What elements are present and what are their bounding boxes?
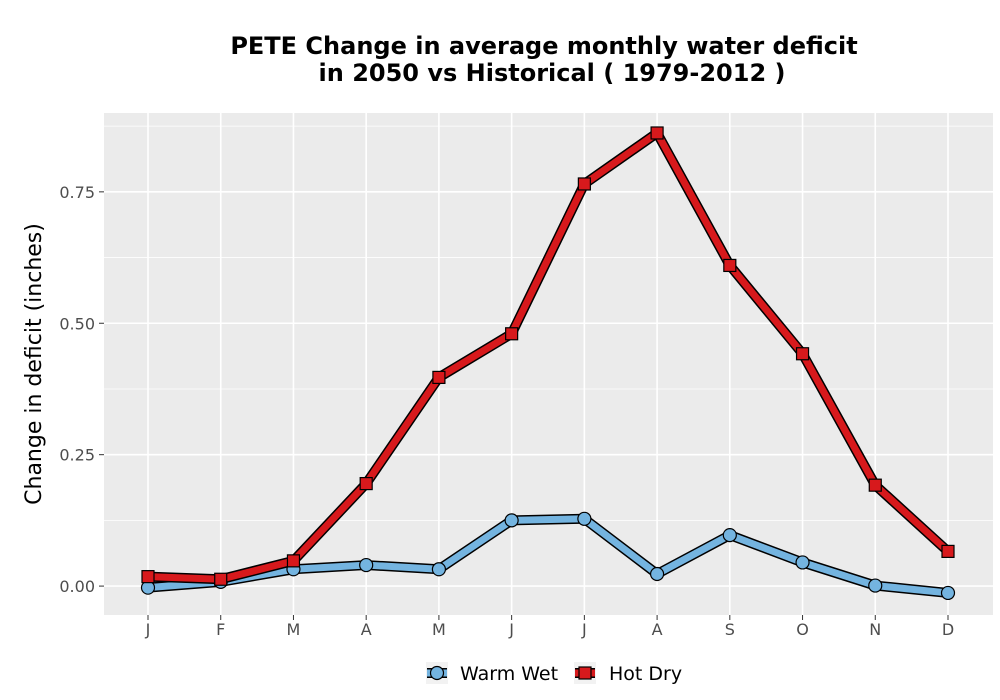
- hot-dry-point: [359, 476, 373, 491]
- legend-key-marker: [429, 665, 445, 681]
- warm-wet-point: [577, 511, 592, 526]
- x-tick-label: N: [869, 620, 881, 639]
- x-tick-label: A: [652, 620, 663, 639]
- legend-key-marker: [578, 666, 592, 680]
- warm-wet-point: [359, 557, 374, 573]
- warm-wet-point: [649, 566, 665, 582]
- hot-dry-point: [505, 327, 519, 341]
- x-tick-label: J: [145, 620, 151, 639]
- warm-wet-point: [795, 555, 810, 570]
- x-tick-label: J: [508, 620, 514, 639]
- hot-dry-point: [868, 478, 882, 492]
- legend-item-hot-dry: Hot Dry: [574, 662, 682, 685]
- warm-wet-point: [940, 585, 956, 601]
- chart-title-line1: PETE Change in average monthly water def…: [230, 32, 857, 60]
- x-tick-label: A: [361, 620, 372, 639]
- series-lines: [140, 126, 956, 601]
- y-tick-label: 0.50: [59, 314, 95, 333]
- y-tick-label: 0.25: [59, 446, 95, 465]
- hot-dry-point: [432, 370, 446, 385]
- x-tick-label: M: [287, 620, 301, 639]
- hot-dry-point: [214, 572, 228, 586]
- chart-title-line2: in 2050 vs Historical ( 1979-2012 ): [319, 59, 786, 87]
- hot-dry-point: [723, 258, 737, 273]
- x-tick-label: D: [942, 620, 954, 639]
- legend: Warm Wet Hot Dry: [426, 662, 682, 685]
- warm-wet-point: [504, 513, 519, 528]
- legend-item-warm-wet: Warm Wet: [426, 662, 558, 685]
- axes: 0.00 0.25 0.50 0.75 J F M A M J J A S O N D: [59, 183, 954, 639]
- hot-dry-point: [577, 177, 591, 191]
- x-tick-label: S: [725, 620, 735, 639]
- hot-dry-point: [795, 347, 810, 361]
- warm-wet-point: [431, 562, 447, 577]
- y-tick-label: 0.00: [59, 577, 95, 596]
- y-tick-label: 0.75: [59, 183, 95, 202]
- x-tick-label: J: [581, 620, 587, 639]
- warm-wet-point: [722, 528, 737, 543]
- x-tick-label: M: [432, 620, 446, 639]
- y-axis-title: Change in deficit (inches): [22, 223, 47, 505]
- legend-label: Hot Dry: [609, 663, 682, 685]
- hot-dry-point: [141, 570, 155, 584]
- hot-dry-line: [144, 129, 952, 583]
- hot-dry-point: [650, 126, 664, 140]
- warm-wet-line: [144, 515, 952, 597]
- legend-label: Warm Wet: [460, 663, 558, 685]
- hot-dry-point: [286, 554, 301, 568]
- x-tick-label: O: [796, 620, 809, 639]
- x-tick-label: F: [216, 620, 225, 639]
- plot-panel: [104, 113, 993, 615]
- warm-wet-point: [868, 578, 883, 593]
- hot-dry-point: [941, 544, 955, 558]
